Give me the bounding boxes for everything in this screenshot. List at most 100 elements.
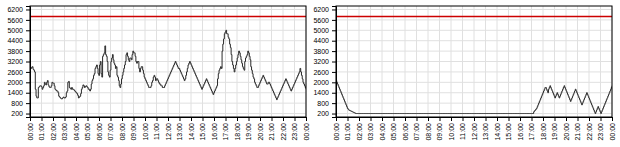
grid-line-x (600, 6, 601, 117)
grid (30, 6, 306, 117)
x-tick-mark (520, 117, 521, 121)
x-tick: 18:00 (234, 117, 241, 141)
x-tick-label: 14:00 (494, 123, 501, 141)
x-tick-mark (382, 117, 383, 121)
x-tick: 00:00 (609, 117, 616, 141)
y-tick: 800 (317, 100, 336, 107)
y-tick-mark (332, 30, 336, 31)
x-tick: 06:00 (402, 117, 409, 141)
y-tick-mark (332, 82, 336, 83)
x-tick: 23:00 (291, 117, 298, 141)
y-tick: 200 (11, 110, 30, 117)
x-tick-label: 02:00 (356, 123, 363, 141)
x-tick-mark (111, 117, 112, 121)
x-tick-mark (157, 117, 158, 121)
x-tick-label: 13:00 (482, 123, 489, 141)
x-tick-mark (612, 117, 613, 121)
grid-line-x (589, 6, 590, 117)
x-tick-label: 18:00 (234, 123, 241, 141)
grid-line-x (577, 6, 578, 117)
grid-line-x (283, 6, 284, 117)
x-tick: 14:00 (494, 117, 501, 141)
y-tick-label: 6200 (7, 6, 23, 13)
grid-line-x (225, 6, 226, 117)
x-tick-label: 21:00 (268, 123, 275, 141)
x-tick: 21:00 (268, 117, 275, 141)
grid-line-x (382, 6, 383, 117)
x-tick-mark (428, 117, 429, 121)
x-axis: 00:0001:0002:0003:0004:0005:0006:0007:00… (333, 117, 616, 141)
y-axis: 2008001400200026003200380044005000560062… (313, 6, 336, 117)
x-tick-label: 09:00 (436, 123, 443, 141)
y-tick: 6200 (7, 6, 30, 13)
x-tick-label: 10:00 (448, 123, 455, 141)
grid-line-x (543, 6, 544, 117)
x-tick-label: 03:00 (367, 123, 374, 141)
x-tick-mark (249, 117, 250, 121)
x-tick: 11:00 (153, 117, 160, 140)
y-tick: 1400 (7, 89, 30, 96)
x-tick-label: 23:00 (291, 123, 298, 141)
y-tick-label: 1400 (313, 89, 329, 96)
x-tick: 02:00 (356, 117, 363, 141)
y-tick-label: 3800 (7, 48, 23, 55)
x-tick-label: 00:00 (609, 123, 616, 141)
x-tick-mark (226, 117, 227, 121)
y-tick-label: 2600 (7, 69, 23, 76)
x-tick: 08:00 (119, 117, 126, 141)
x-tick-label: 02:00 (50, 123, 57, 141)
y-tick: 5600 (7, 17, 30, 24)
x-tick: 02:00 (50, 117, 57, 141)
x-tick: 13:00 (176, 117, 183, 141)
plot-area (336, 16, 612, 113)
x-tick-label: 12:00 (165, 123, 172, 141)
x-tick-label: 12:00 (471, 123, 478, 141)
x-tick-mark (283, 117, 284, 121)
y-tick-label: 5600 (313, 17, 329, 24)
grid-line-x (168, 6, 169, 117)
grid-line-x (76, 6, 77, 117)
x-tick-mark (474, 117, 475, 121)
y-tick: 3800 (7, 48, 30, 55)
y-tick-mark (26, 82, 30, 83)
y-tick: 2600 (313, 69, 336, 76)
y-tick-mark (26, 20, 30, 21)
x-tick-label: 10:00 (142, 123, 149, 141)
y-tick-mark (26, 72, 30, 73)
x-tick-mark (122, 117, 123, 121)
grid-line-x (566, 6, 567, 117)
y-axis: 2008001400200026003200380044005000560062… (7, 6, 30, 117)
x-tick-label: 11:00 (459, 123, 466, 140)
x-tick-label: 07:00 (413, 123, 420, 141)
x-tick-mark (99, 117, 100, 121)
x-tick: 09:00 (130, 117, 137, 141)
x-tick-label: 01:00 (38, 123, 45, 141)
grid-line-x (474, 6, 475, 117)
x-tick-mark (180, 117, 181, 121)
x-tick: 15:00 (505, 117, 512, 141)
x-tick: 20:00 (563, 117, 570, 141)
x-tick-label: 05:00 (390, 123, 397, 141)
reference-line (336, 16, 612, 18)
x-tick: 01:00 (344, 117, 351, 141)
grid-line-x (359, 6, 360, 117)
y-tick-mark (26, 30, 30, 31)
x-tick-label: 00:00 (27, 123, 34, 141)
y-tick-label: 3800 (313, 48, 329, 55)
y-tick-label: 200 (11, 110, 23, 117)
x-tick-label: 08:00 (119, 123, 126, 141)
x-tick-mark (359, 117, 360, 121)
x-tick: 22:00 (586, 117, 593, 141)
reference-line (30, 16, 306, 18)
grid-line-x (462, 6, 463, 117)
grid-line-x (520, 6, 521, 117)
x-tick-label: 06:00 (402, 123, 409, 141)
x-tick-label: 13:00 (176, 123, 183, 141)
x-tick-label: 11:00 (153, 123, 160, 140)
x-tick-label: 22:00 (280, 123, 287, 141)
y-tick-mark (26, 51, 30, 52)
x-tick-label: 03:00 (61, 123, 68, 141)
x-tick: 05:00 (84, 117, 91, 141)
x-tick-mark (214, 117, 215, 121)
grid-line-x (485, 6, 486, 117)
